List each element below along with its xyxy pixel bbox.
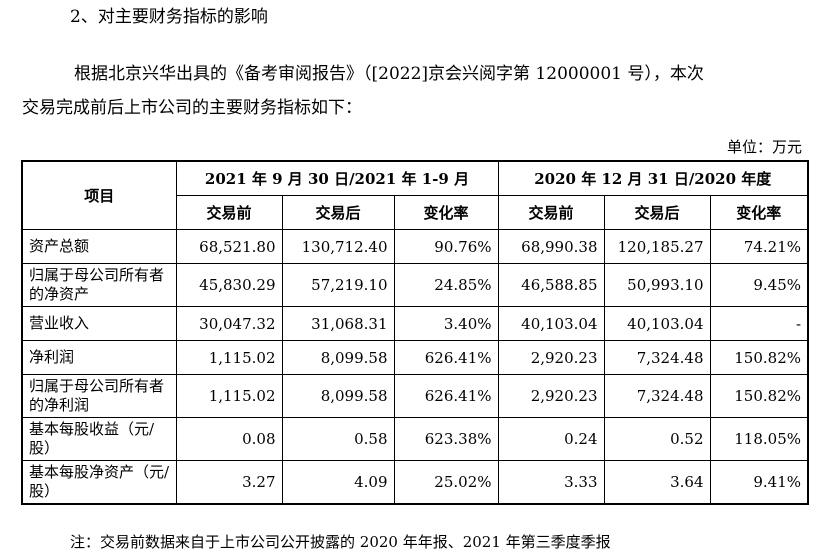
table-footnote: 注：交易前数据来自于上市公司公开披露的 2020 年年报、2021 年第三季度季… <box>70 533 611 551</box>
cell-value: 150.82% <box>709 374 809 418</box>
cell-value: 30,047.32 <box>175 306 283 341</box>
cell-value: 130,712.40 <box>281 229 395 264</box>
cell-value: 626.41% <box>393 340 499 375</box>
cell-value: 50,993.10 <box>603 263 711 307</box>
table-row: 资产总额 68,521.80 130,712.40 90.76% 68,990.… <box>21 229 809 264</box>
sub-header: 交易前 <box>175 195 283 230</box>
cell-value: 46,588.85 <box>497 263 605 307</box>
cell-value: 8,099.58 <box>281 340 395 375</box>
cell-value: 7,324.48 <box>603 340 711 375</box>
cell-value: 120,185.27 <box>603 229 711 264</box>
cell-value: 25.02% <box>393 460 499 505</box>
cell-value: 3.40% <box>393 306 499 341</box>
cell-value: 1,115.02 <box>175 340 283 375</box>
table-row: 营业收入 30,047.32 31,068.31 3.40% 40,103.04… <box>21 306 809 341</box>
cell-value: 118.05% <box>709 417 809 461</box>
section-heading: 2、对主要财务指标的影响 <box>70 7 268 27</box>
cell-value: 9.41% <box>709 460 809 505</box>
item-header: 项目 <box>21 160 177 230</box>
row-label: 基本每股净资产（元/股） <box>21 460 177 505</box>
cell-value: 3.27 <box>175 460 283 505</box>
row-label: 资产总额 <box>21 229 177 264</box>
cell-value: 40,103.04 <box>497 306 605 341</box>
cell-value: 2,920.23 <box>497 374 605 418</box>
table-row: 净利润 1,115.02 8,099.58 626.41% 2,920.23 7… <box>21 340 809 375</box>
cell-value: 24.85% <box>393 263 499 307</box>
table-row: 归属于母公司所有者的净资产 45,830.29 57,219.10 24.85%… <box>21 263 809 307</box>
cell-value: 150.82% <box>709 340 809 375</box>
cell-value: 31,068.31 <box>281 306 395 341</box>
table-row: 基本每股净资产（元/股） 3.27 4.09 25.02% 3.33 3.64 … <box>21 460 809 505</box>
sub-header: 交易后 <box>281 195 395 230</box>
sub-header: 变化率 <box>393 195 499 230</box>
cell-value: 0.52 <box>603 417 711 461</box>
cell-value: 0.08 <box>175 417 283 461</box>
row-label: 净利润 <box>21 340 177 375</box>
row-label: 归属于母公司所有者的净资产 <box>21 263 177 307</box>
cell-value: 7,324.48 <box>603 374 711 418</box>
cell-value: 2,920.23 <box>497 340 605 375</box>
sub-header: 交易后 <box>603 195 711 230</box>
cell-value: 45,830.29 <box>175 263 283 307</box>
table-row: 归属于母公司所有者的净利润 1,115.02 8,099.58 626.41% … <box>21 374 809 418</box>
cell-value: 90.76% <box>393 229 499 264</box>
cell-value: 74.21% <box>709 229 809 264</box>
cell-value: 4.09 <box>281 460 395 505</box>
cell-value: 626.41% <box>393 374 499 418</box>
cell-value: 1,115.02 <box>175 374 283 418</box>
cell-value: 0.24 <box>497 417 605 461</box>
cell-value: 9.45% <box>709 263 809 307</box>
sub-header: 变化率 <box>709 195 809 230</box>
table-row: 基本每股收益（元/股） 0.08 0.58 623.38% 0.24 0.52 … <box>21 417 809 461</box>
cell-value: 3.33 <box>497 460 605 505</box>
group-header-2020: 2020 年 12 月 31 日/2020 年度 <box>497 160 809 196</box>
group-header-2021: 2021 年 9 月 30 日/2021 年 1-9 月 <box>175 160 499 196</box>
financial-indicators-table: 项目 2021 年 9 月 30 日/2021 年 1-9 月 2020 年 1… <box>21 160 810 505</box>
intro-paragraph-line-2: 交易完成前后上市公司的主要财务指标如下： <box>22 98 362 118</box>
cell-value: 40,103.04 <box>603 306 711 341</box>
cell-value: 3.64 <box>603 460 711 505</box>
row-label: 归属于母公司所有者的净利润 <box>21 374 177 418</box>
row-label: 营业收入 <box>21 306 177 341</box>
intro-paragraph-line-1: 根据北京兴华出具的《备考审阅报告》（[2022]京会兴阅字第 12000001 … <box>74 64 704 84</box>
sub-header: 交易前 <box>497 195 605 230</box>
row-label: 基本每股收益（元/股） <box>21 417 177 461</box>
cell-value: 0.58 <box>281 417 395 461</box>
cell-value: 57,219.10 <box>281 263 395 307</box>
unit-label: 单位：万元 <box>726 138 802 156</box>
cell-value: 8,099.58 <box>281 374 395 418</box>
cell-value: 68,990.38 <box>497 229 605 264</box>
cell-value: 68,521.80 <box>175 229 283 264</box>
cell-value: 623.38% <box>393 417 499 461</box>
cell-value: - <box>709 306 809 341</box>
